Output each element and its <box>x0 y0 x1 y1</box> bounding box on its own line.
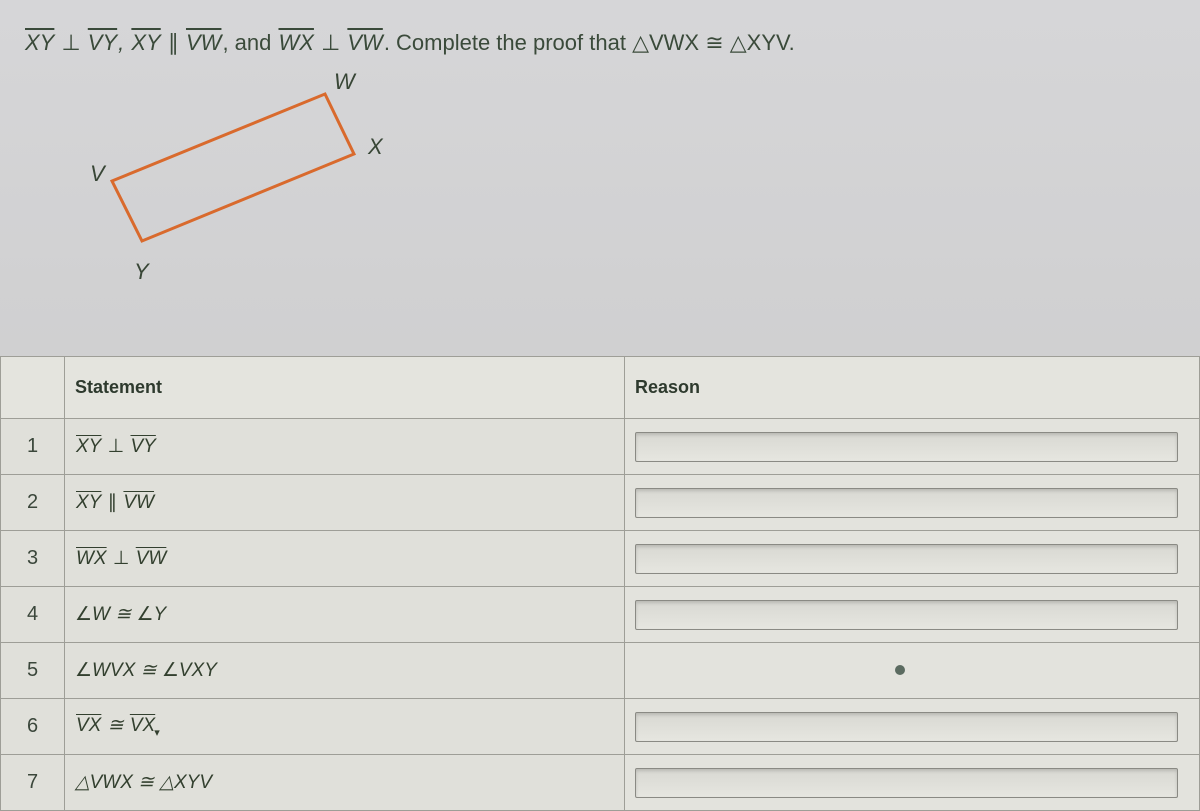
reason-cell <box>625 643 1200 699</box>
row-number: 2 <box>1 475 65 531</box>
reason-cell <box>625 699 1200 755</box>
cursor-dot <box>895 665 905 675</box>
reason-cell <box>625 587 1200 643</box>
reason-input[interactable] <box>635 432 1178 462</box>
reason-cell <box>625 419 1200 475</box>
row-number: 4 <box>1 587 65 643</box>
label-w: W <box>334 69 355 95</box>
reason-input[interactable] <box>635 544 1178 574</box>
reason-input[interactable] <box>635 768 1178 798</box>
table-row: 2XY ∥ VW <box>1 475 1200 531</box>
figure-svg <box>54 69 414 309</box>
reason-cell <box>625 531 1200 587</box>
reason-input[interactable] <box>635 712 1178 742</box>
table-row: 1XY ⊥ VY <box>1 419 1200 475</box>
row-number: 1 <box>1 419 65 475</box>
table-row: 4∠W ≅ ∠Y <box>1 587 1200 643</box>
row-number: 5 <box>1 643 65 699</box>
statement-cell: ∠W ≅ ∠Y <box>65 587 625 643</box>
table-row: 3WX ⊥ VW <box>1 531 1200 587</box>
statement-cell: XY ∥ VW <box>65 475 625 531</box>
proof-table: Statement Reason 1XY ⊥ VY2XY ∥ VW3WX ⊥ V… <box>0 356 1200 811</box>
problem-prompt: XY ⊥ VY, XY ∥ VW, and WX ⊥ VW. Complete … <box>24 28 1176 59</box>
reason-cell <box>625 755 1200 811</box>
row-number: 6 <box>1 699 65 755</box>
table-row: 5∠WVX ≅ ∠VXY <box>1 643 1200 699</box>
statement-cell: ∠WVX ≅ ∠VXY <box>65 643 625 699</box>
geometry-figure: W X V Y <box>54 69 414 309</box>
header-reason: Reason <box>625 357 1200 419</box>
reason-input[interactable] <box>635 488 1178 518</box>
statement-cell: VX ≅ VX▾ <box>65 699 625 755</box>
statement-cell: XY ⊥ VY <box>65 419 625 475</box>
header-statement: Statement <box>65 357 625 419</box>
table-row: 7△VWX ≅ △XYV <box>1 755 1200 811</box>
label-y: Y <box>134 259 149 285</box>
row-number: 7 <box>1 755 65 811</box>
statement-cell: △VWX ≅ △XYV <box>65 755 625 811</box>
label-v: V <box>90 161 105 187</box>
table-row: 6VX ≅ VX▾ <box>1 699 1200 755</box>
reason-cell <box>625 475 1200 531</box>
header-blank <box>1 357 65 419</box>
reason-input[interactable] <box>635 600 1178 630</box>
label-x: X <box>368 134 383 160</box>
row-number: 3 <box>1 531 65 587</box>
statement-cell: WX ⊥ VW <box>65 531 625 587</box>
